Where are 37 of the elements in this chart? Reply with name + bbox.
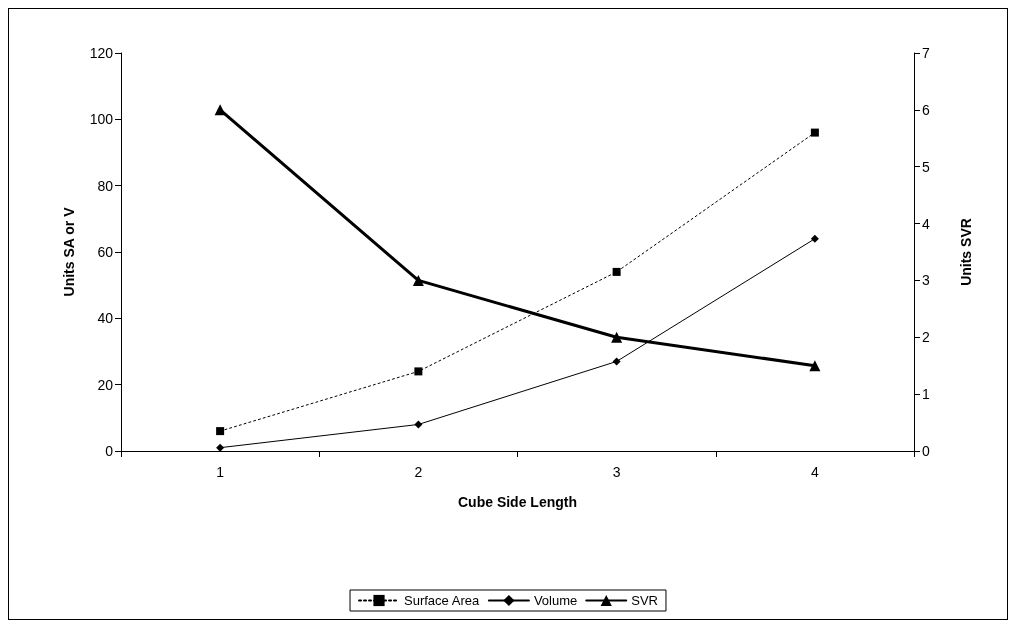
point [216,427,225,436]
x-tick-label: 3 [612,464,621,480]
x-tick-label: 2 [414,464,423,480]
y2-tick-label: 4 [922,215,930,232]
y-tick-label: 0 [105,443,114,459]
point [810,128,819,137]
point [611,331,623,343]
y2-tick-label: 6 [922,101,930,118]
y-tick-label: 100 [89,111,114,128]
y-axis-title: Units SA or V [61,206,77,297]
x-tick-label: 1 [216,464,225,480]
y2-axis-title: Units SVR [958,218,974,286]
y2-tick-label: 0 [922,443,930,459]
point [216,443,225,452]
point [612,267,621,276]
point [412,274,424,286]
legend-label: SVR [631,593,658,608]
point [414,367,423,376]
y2-tick-label: 3 [922,272,930,289]
y-tick-label: 120 [89,45,114,61]
legend-label: Volume [533,593,578,608]
point [612,357,621,366]
y2-tick-label: 2 [922,329,930,346]
x-tick-label: 4 [810,464,819,480]
y-tick-label: 20 [97,376,114,393]
point [214,104,226,116]
x-axis-title: Cube Side Length [458,494,577,510]
legend-label: Surface Area [404,593,480,608]
y-tick-label: 60 [97,244,114,260]
point [810,234,819,243]
y-tick-label: 40 [97,310,114,327]
y2-tick-label: 5 [922,158,930,175]
y2-tick-label: 7 [922,45,930,61]
point [414,420,423,429]
y-tick-label: 80 [97,177,114,194]
point [809,360,821,372]
y2-tick-label: 1 [922,386,930,403]
